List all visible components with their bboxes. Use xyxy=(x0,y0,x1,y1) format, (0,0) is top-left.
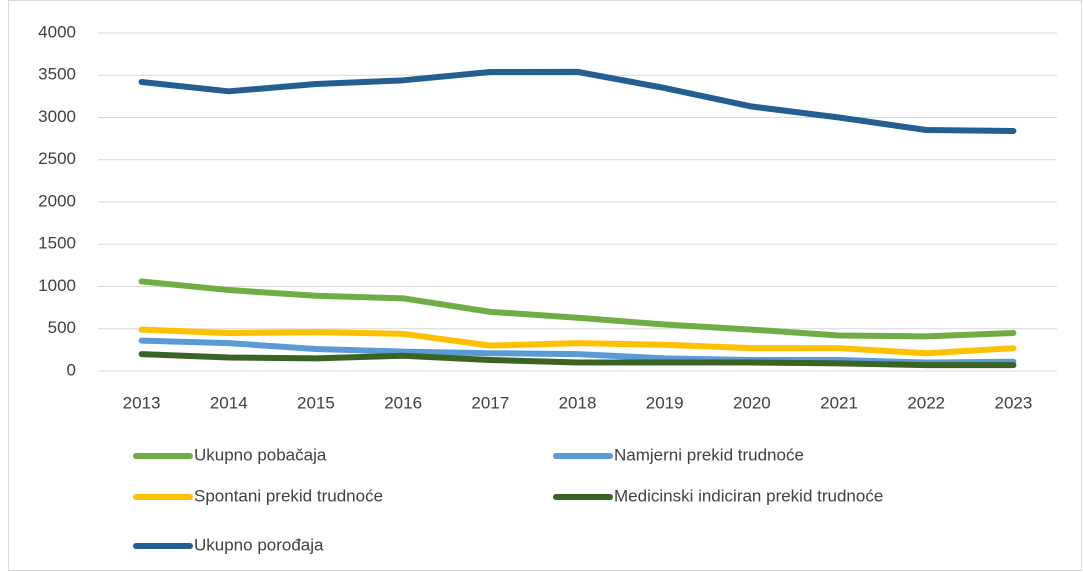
y-tick-label: 1000 xyxy=(38,276,76,295)
x-tick-label: 2021 xyxy=(820,393,858,412)
y-tick-label: 3000 xyxy=(38,107,76,126)
series-line xyxy=(138,351,1017,369)
x-tick-label: 2020 xyxy=(733,393,771,412)
series-line xyxy=(138,326,1017,357)
x-tick-label: 2018 xyxy=(559,393,597,412)
y-tick-label: 0 xyxy=(67,360,76,379)
legend-label: Ukupno pobačaja xyxy=(194,445,327,464)
y-tick-label: 1500 xyxy=(38,234,76,253)
legend-label: Ukupno porođaja xyxy=(194,535,324,554)
y-tick-label: 2000 xyxy=(38,191,76,210)
y-tick-label: 3500 xyxy=(38,65,76,84)
x-tick-label: 2015 xyxy=(297,393,335,412)
y-tick-label: 2500 xyxy=(38,149,76,168)
x-tick-label: 2014 xyxy=(210,393,248,412)
legend-label: Spontani prekid trudnoće xyxy=(194,486,383,505)
x-tick-label: 2022 xyxy=(907,393,945,412)
legend-label: Medicinski indiciran prekid trudnoće xyxy=(614,486,883,505)
x-tick-label: 2016 xyxy=(384,393,422,412)
series-line xyxy=(138,337,1017,366)
y-tick-label: 4000 xyxy=(38,22,76,41)
legend-label: Namjerni prekid trudnoće xyxy=(614,445,804,464)
x-tick-label: 2019 xyxy=(646,393,684,412)
x-tick-label: 2013 xyxy=(123,393,161,412)
x-tick-label: 2017 xyxy=(471,393,509,412)
series-line xyxy=(138,68,1017,135)
x-tick-label: 2023 xyxy=(994,393,1032,412)
y-tick-label: 500 xyxy=(48,318,76,337)
series-line xyxy=(138,278,1017,340)
